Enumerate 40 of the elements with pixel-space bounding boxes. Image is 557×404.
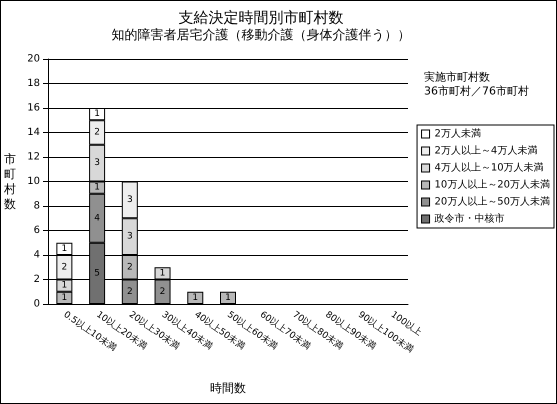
legend-label: 10万人以上～20万人未満 xyxy=(434,178,550,190)
y-tick-label: 14 xyxy=(27,127,40,138)
legend-label: 2万人未満 xyxy=(434,128,481,140)
data-label: 4 xyxy=(94,213,100,224)
legend-label: 4万人以上～10万人未満 xyxy=(434,162,544,174)
data-label: 1 xyxy=(61,280,68,291)
y-tick-label: 10 xyxy=(27,176,40,187)
data-label: 2 xyxy=(160,286,166,297)
data-label: 3 xyxy=(126,194,133,205)
data-label: 1 xyxy=(160,268,166,278)
data-label: 5 xyxy=(94,268,100,278)
data-label: 1 xyxy=(94,182,100,193)
text: 実施市町村数 36市町村／76市町村 xyxy=(424,70,529,98)
x-axis-title: 時間数 xyxy=(210,381,246,395)
y-tick-label: 2 xyxy=(34,274,40,285)
legend-label: 2万人以上～4万人未満 xyxy=(434,144,538,156)
chart-subtitle: 知的障害者居宅介護（移動介護（身体介護伴う）） xyxy=(112,27,410,43)
legend-label: 政令市・中核市 xyxy=(434,212,505,224)
y-tick-label: 20 xyxy=(27,54,40,64)
y-tick-label: 4 xyxy=(34,250,40,260)
data-label: 1 xyxy=(61,292,68,303)
y-tick-label: 8 xyxy=(34,200,40,212)
data-label: 1 xyxy=(94,109,100,120)
data-label: 1 xyxy=(225,292,231,303)
y-tick-label: 12 xyxy=(27,152,40,162)
data-label: 3 xyxy=(126,232,133,242)
data-label: 3 xyxy=(94,158,100,168)
data-label: 2 xyxy=(126,262,133,272)
data-label: 2 xyxy=(126,286,133,297)
y-tick-label: 0 xyxy=(34,298,40,310)
y-tick-label: 18 xyxy=(27,78,40,89)
chart-title: 支給決定時間別市町村数 xyxy=(178,8,344,26)
data-label: 2 xyxy=(61,262,68,272)
legend-label: 20万人以上～50万人未満 xyxy=(434,196,550,208)
y-tick-label: 16 xyxy=(27,102,40,114)
y-axis-title: 市町村数 xyxy=(3,152,16,211)
y-tick-label: 6 xyxy=(34,225,40,236)
data-label: 1 xyxy=(61,244,68,254)
data-label: 1 xyxy=(192,292,198,303)
data-label: 2 xyxy=(94,128,100,138)
